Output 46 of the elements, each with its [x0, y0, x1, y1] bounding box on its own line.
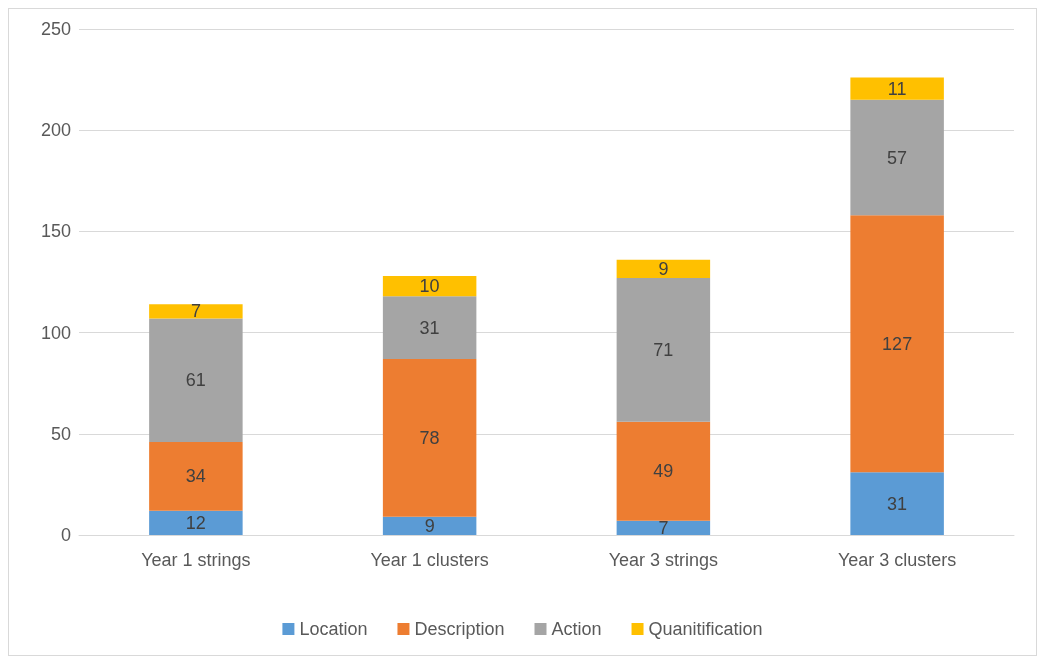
x-tick-label: Year 3 strings [608, 550, 719, 570]
bar [149, 510, 243, 535]
bar [382, 516, 477, 535]
legend-label: Action [551, 619, 602, 639]
data-label: 7 [190, 301, 201, 322]
data-label: 31 [887, 493, 908, 514]
data-label: 49 [653, 461, 674, 482]
y-tick-label: 200 [40, 120, 71, 141]
y-tick-label: 250 [40, 19, 71, 39]
bar [850, 77, 944, 100]
data-label: 11 [887, 78, 907, 99]
bar [616, 520, 711, 535]
y-tick-label: 100 [40, 322, 71, 343]
bar [149, 304, 243, 319]
x-tick-label: Year 3 clusters [837, 550, 957, 570]
data-label: 12 [185, 512, 206, 533]
legend-label: Quanitification [648, 619, 763, 639]
x-tick-label: Year 1 strings [141, 550, 251, 570]
data-label: 71 [653, 339, 674, 360]
y-tick-label: 150 [40, 221, 71, 242]
data-label: 9 [658, 258, 669, 279]
bar [850, 472, 944, 535]
bar [850, 99, 944, 216]
bar [616, 277, 711, 422]
bar [382, 275, 477, 297]
data-label: 10 [419, 276, 440, 297]
data-label: 61 [185, 370, 206, 391]
x-tick-label: Year 1 clusters [370, 550, 489, 570]
y-tick-label: 0 [60, 525, 71, 545]
y-tick-label: 50 [50, 423, 71, 444]
data-label: 34 [185, 466, 206, 487]
bar [149, 441, 243, 511]
legend-label: Location [299, 619, 368, 639]
data-label: 9 [424, 515, 435, 536]
data-label: 7 [658, 517, 669, 538]
data-label: 31 [419, 317, 440, 338]
bar [382, 296, 477, 359]
bar [616, 259, 711, 278]
bar [149, 318, 243, 442]
data-label: 78 [419, 427, 440, 448]
bar [616, 421, 711, 521]
bar [850, 215, 944, 473]
legend-label: Description [414, 619, 505, 639]
bar [382, 358, 477, 517]
data-label: 57 [887, 147, 908, 168]
data-label: 127 [882, 333, 913, 354]
